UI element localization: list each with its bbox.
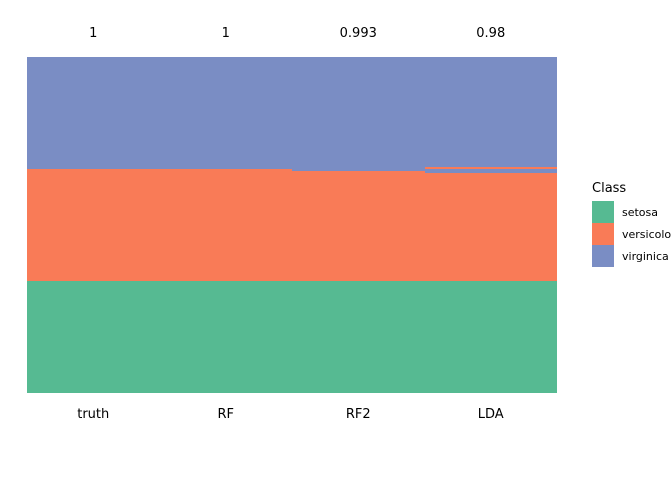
legend-label-versicolor: versicolor — [622, 227, 672, 241]
legend-entry-virginica: virginica — [592, 245, 672, 267]
legend-label-virginica: virginica — [622, 249, 669, 263]
segment-virginica — [27, 57, 160, 169]
legend-swatch-setosa — [592, 201, 614, 223]
column-RF2 — [292, 57, 425, 393]
plot-area — [27, 57, 557, 393]
segment-versicolor — [424, 173, 557, 281]
accuracy-label-truth: 1 — [89, 26, 98, 41]
column-RF — [159, 57, 292, 393]
segment-virginica — [424, 168, 557, 174]
segment-setosa — [292, 280, 425, 393]
x-tick-label-rf2: RF2 — [345, 407, 371, 422]
segment-virginica — [424, 57, 557, 167]
segment-versicolor — [424, 166, 557, 169]
segment-versicolor — [159, 169, 292, 281]
legend-label-setosa: setosa — [622, 205, 659, 219]
segment-virginica — [159, 57, 292, 169]
segment-versicolor — [27, 169, 160, 281]
legend-entry-setosa: setosa — [592, 201, 672, 223]
x-tick-label-rf: RF — [217, 407, 234, 422]
x-tick-label-truth: truth — [77, 407, 110, 422]
legend-entry-versicolor: versicolor — [592, 223, 672, 245]
legend-swatch-virginica — [592, 245, 614, 267]
segment-versicolor — [292, 171, 425, 281]
x-tick-label-lda: LDA — [477, 407, 504, 422]
accuracy-label-lda: 0.98 — [476, 26, 506, 41]
legend-title: Class — [592, 181, 627, 196]
segment-setosa — [159, 281, 292, 393]
segment-setosa — [424, 280, 557, 393]
legend-swatch-versicolor — [592, 223, 614, 245]
column-LDA — [424, 57, 557, 393]
segment-setosa — [27, 281, 160, 393]
accuracy-label-rf2: 0.993 — [339, 26, 377, 41]
accuracy-label-rf: 1 — [221, 26, 230, 41]
legend: Class setosa versicolor virginica — [592, 181, 672, 267]
column-truth — [27, 57, 160, 393]
segment-virginica — [292, 57, 425, 172]
